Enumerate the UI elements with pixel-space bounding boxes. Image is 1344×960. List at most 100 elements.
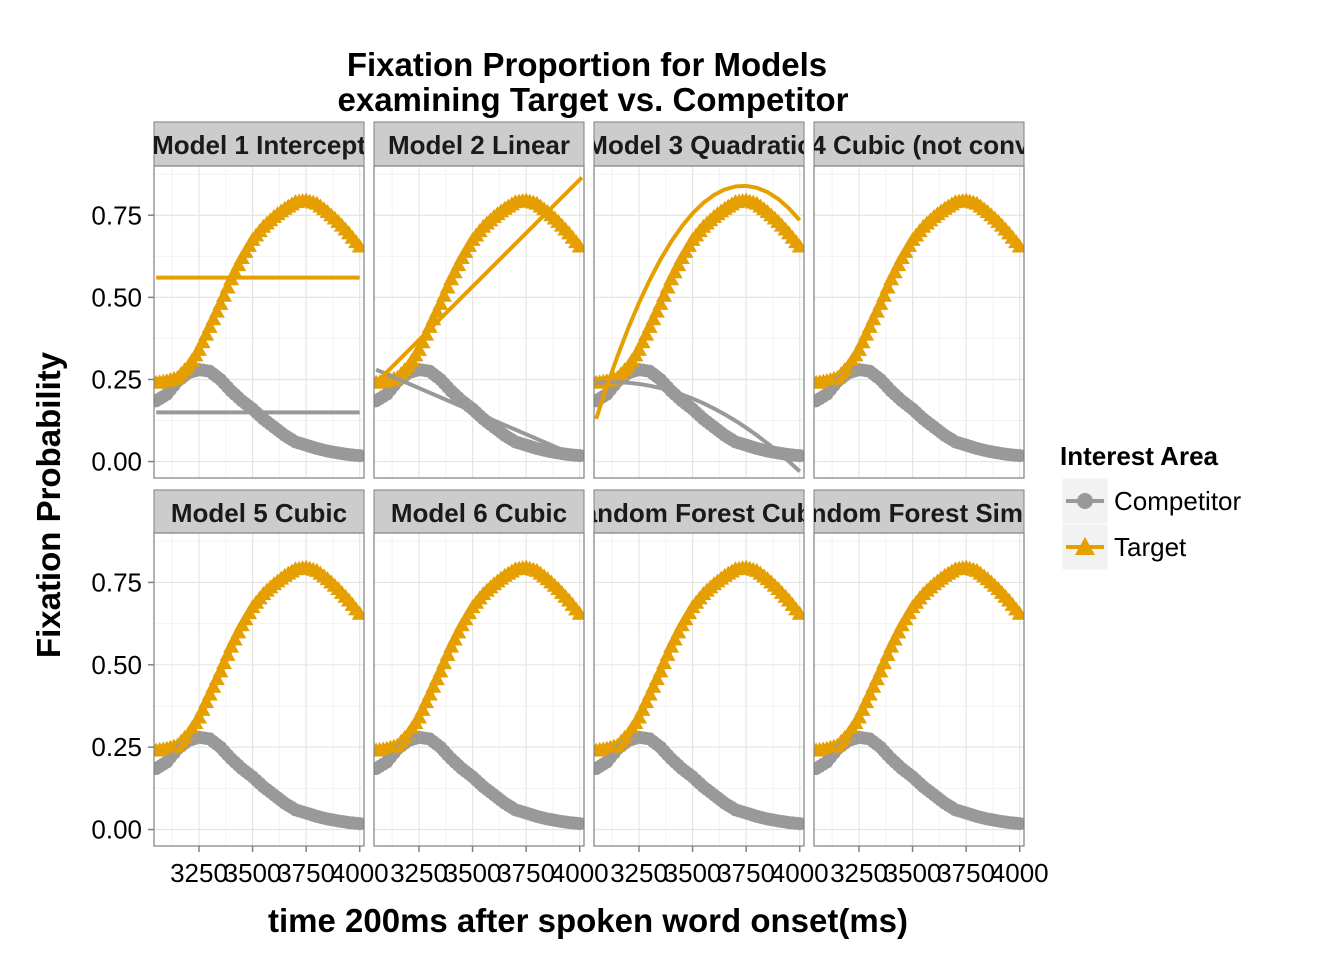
panel-border (593, 532, 805, 847)
panel-plot-area (594, 183, 804, 473)
point-target (432, 295, 449, 310)
point-target (648, 303, 665, 318)
panel-strip-label: Model 1 Intercept (152, 130, 366, 160)
chart-title: Fixation Proportion for Models examining… (338, 46, 849, 118)
panel-2: Model 2 Linear (373, 121, 585, 479)
fit-line-target (375, 568, 582, 756)
panel-grid (594, 533, 804, 846)
point-target (659, 279, 676, 294)
point-target (208, 303, 225, 318)
y-tick-label: 0.50 (91, 282, 142, 312)
fit-line-target (595, 568, 802, 756)
fit-line-target (155, 568, 362, 756)
legend: Interest Area Competitor Target (1060, 441, 1241, 571)
point-target (571, 238, 584, 253)
panel-plot-area (154, 559, 364, 831)
y-tick-label: 0.25 (91, 364, 142, 394)
point-target (194, 334, 211, 349)
y-tick-label: 0.00 (91, 815, 142, 845)
panel-7: Random Forest Cubic (564, 489, 834, 847)
x-tick-label: 3500 (444, 858, 502, 888)
panel-strip (593, 489, 805, 535)
panel-plot-area (814, 559, 1024, 831)
panel-5: Model 5 Cubic (153, 489, 365, 847)
x-axis-title: time 200ms after spoken word onset(ms) (268, 902, 908, 939)
panel-border (373, 165, 585, 479)
y-tick-label: 0.25 (91, 732, 142, 762)
panel-border (373, 532, 585, 847)
panel-border (593, 165, 805, 479)
point-target (791, 238, 804, 253)
panel-strip (373, 489, 585, 535)
point-target (446, 264, 463, 279)
point-target (663, 271, 680, 286)
point-target (414, 334, 431, 349)
y-tick-label: 0.00 (91, 447, 142, 477)
point-target (439, 279, 456, 294)
chart-title-line-2: examining Target vs. Competitor (338, 81, 849, 118)
panel-plot-area (374, 176, 584, 463)
x-tick-label: 3500 (224, 858, 282, 888)
x-tick-label: 3500 (664, 858, 722, 888)
point-target (219, 279, 236, 294)
point-target (351, 238, 364, 253)
fit-line-target (815, 201, 1022, 389)
panel-6: Model 6 Cubic (373, 489, 585, 847)
point-target (645, 311, 662, 326)
legend-title: Interest Area (1060, 441, 1219, 471)
legend-entry-competitor: Competitor (1061, 477, 1241, 525)
x-tick-label: 3250 (390, 858, 448, 888)
y-tick-label: 0.75 (91, 567, 142, 597)
panel-grid (814, 166, 1024, 478)
fit-line-target (815, 568, 1022, 756)
panel-strip-label: Model 3 Quadratic (586, 130, 811, 160)
point-target (198, 326, 215, 341)
x-tick-label: 4000 (551, 858, 609, 888)
panel-plot-area (374, 559, 584, 831)
point-target (201, 318, 218, 333)
point-target (670, 257, 687, 272)
point-target (652, 295, 669, 310)
x-tick-label: 3750 (277, 858, 335, 888)
panel-8: Random Forest Simple (777, 489, 1060, 847)
point-target (656, 287, 672, 302)
panel-1: Model 1 Intercept (152, 121, 366, 479)
y-tick-label: 0.75 (91, 200, 142, 230)
legend-label: Target (1114, 532, 1187, 562)
fit-line-competitor (596, 380, 802, 473)
point-target (428, 303, 445, 318)
point-target (641, 318, 658, 333)
legend-key-marker (1077, 493, 1093, 509)
point-target (634, 334, 651, 349)
fit-line-competitor (375, 367, 583, 461)
panel-strip (813, 489, 1025, 535)
panel-strip (153, 121, 365, 167)
point-target (666, 264, 683, 279)
x-tick-label: 3500 (884, 858, 942, 888)
x-tick-label: 3750 (717, 858, 775, 888)
x-tick-label: 4000 (771, 858, 829, 888)
point-target (443, 271, 460, 286)
point-target (631, 341, 647, 356)
point-competitor (793, 449, 804, 463)
x-tick-label: 3250 (610, 858, 668, 888)
point-target (226, 264, 243, 279)
legend-entry-target: Target (1061, 523, 1187, 571)
point-target (638, 326, 655, 341)
panel-strip (373, 121, 585, 167)
fit-line-target (594, 183, 802, 420)
point-target (212, 295, 229, 310)
panel-strip-label: Random Forest Cubic (564, 498, 834, 528)
legend-label: Competitor (1114, 486, 1241, 516)
panel-strip-label: Model 5 Cubic (171, 498, 347, 528)
panel-border (813, 532, 1025, 847)
fit-line-target (374, 176, 584, 385)
point-target (421, 318, 438, 333)
panel-border (153, 532, 365, 847)
point-target (230, 257, 247, 272)
panel-strip-label: Random Forest Simple (777, 498, 1060, 528)
panel-3: Model 3 Quadratic (586, 121, 811, 479)
x-tick-label: 3250 (830, 858, 888, 888)
panel-strip-label: Model 2 Linear (388, 130, 570, 160)
panel-plot-area (814, 192, 1024, 463)
